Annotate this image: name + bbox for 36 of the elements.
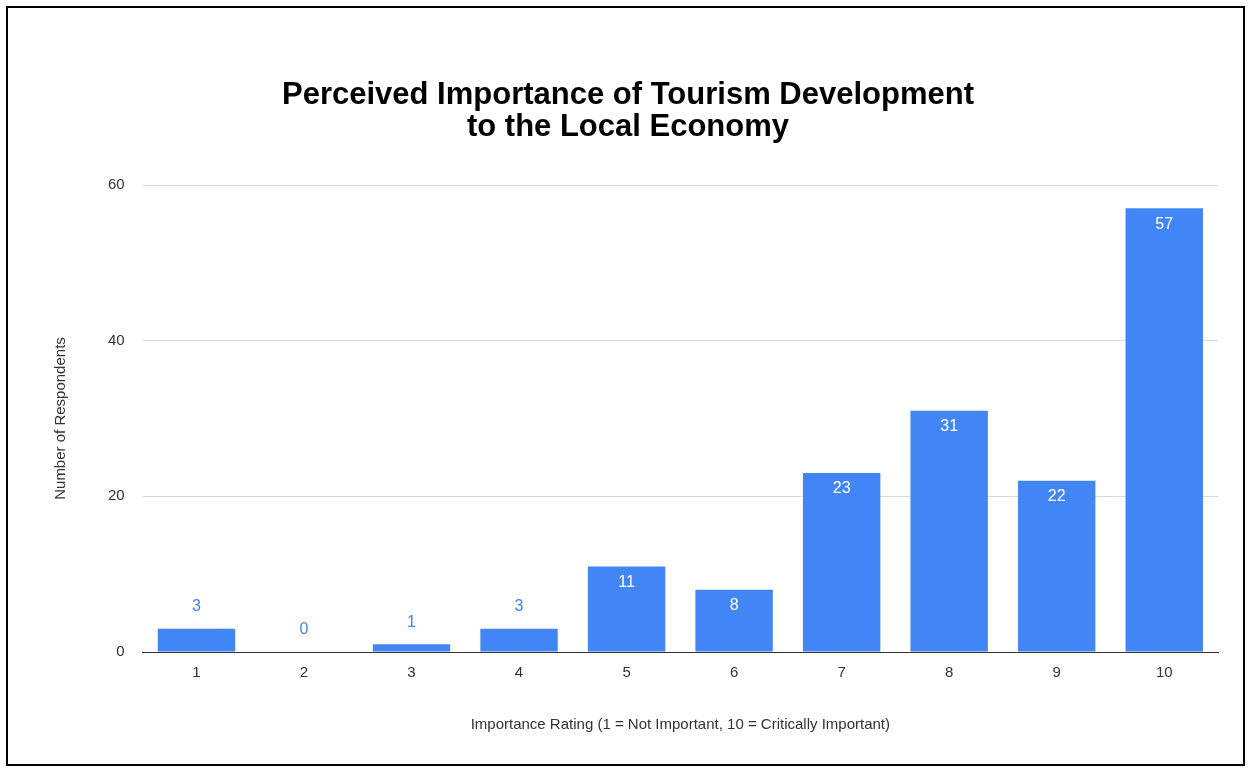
bar <box>802 472 881 652</box>
x-tick-label: 10 <box>1155 663 1173 681</box>
x-tick-label: 4 <box>514 663 524 681</box>
x-tick-label: 5 <box>622 663 631 681</box>
x-tick-label: 6 <box>729 663 739 681</box>
x-tick-label: 7 <box>837 663 846 681</box>
x-tick-label: 2 <box>299 663 309 681</box>
bar <box>372 644 451 652</box>
data-label: 8 <box>729 596 739 614</box>
x-tick-label: 9 <box>1052 663 1061 681</box>
x-tick-label: 1 <box>192 663 201 681</box>
bar <box>910 410 988 652</box>
data-label: 23 <box>832 479 851 497</box>
bar <box>1125 208 1203 652</box>
y-tick-label: 0 <box>116 642 125 660</box>
bar <box>157 628 236 652</box>
bar <box>1017 480 1096 652</box>
x-axis-title: Importance Rating (1 = Not Important, 10 = Critically Important) <box>470 715 891 733</box>
data-label: 3 <box>514 597 524 615</box>
y-axis-title: Number of Respondents <box>51 337 69 500</box>
data-label: 0 <box>299 620 309 638</box>
data-label: 1 <box>407 612 417 630</box>
y-tick-label: 40 <box>108 330 125 348</box>
data-label: 3 <box>192 597 201 615</box>
x-tick-label: 3 <box>407 663 416 681</box>
bar <box>480 628 558 652</box>
data-label: 31 <box>940 417 959 435</box>
bar <box>587 566 666 652</box>
chart-title: Perceived Importance of Tourism Development to the Local Economy <box>281 76 975 143</box>
bar <box>695 589 773 652</box>
y-tick-label: 20 <box>108 486 125 504</box>
data-label: 57 <box>1155 214 1174 232</box>
y-tick-label: 60 <box>108 175 125 193</box>
x-tick-label: 8 <box>945 663 954 681</box>
data-label: 11 <box>618 572 635 590</box>
data-label: 22 <box>1047 487 1066 505</box>
